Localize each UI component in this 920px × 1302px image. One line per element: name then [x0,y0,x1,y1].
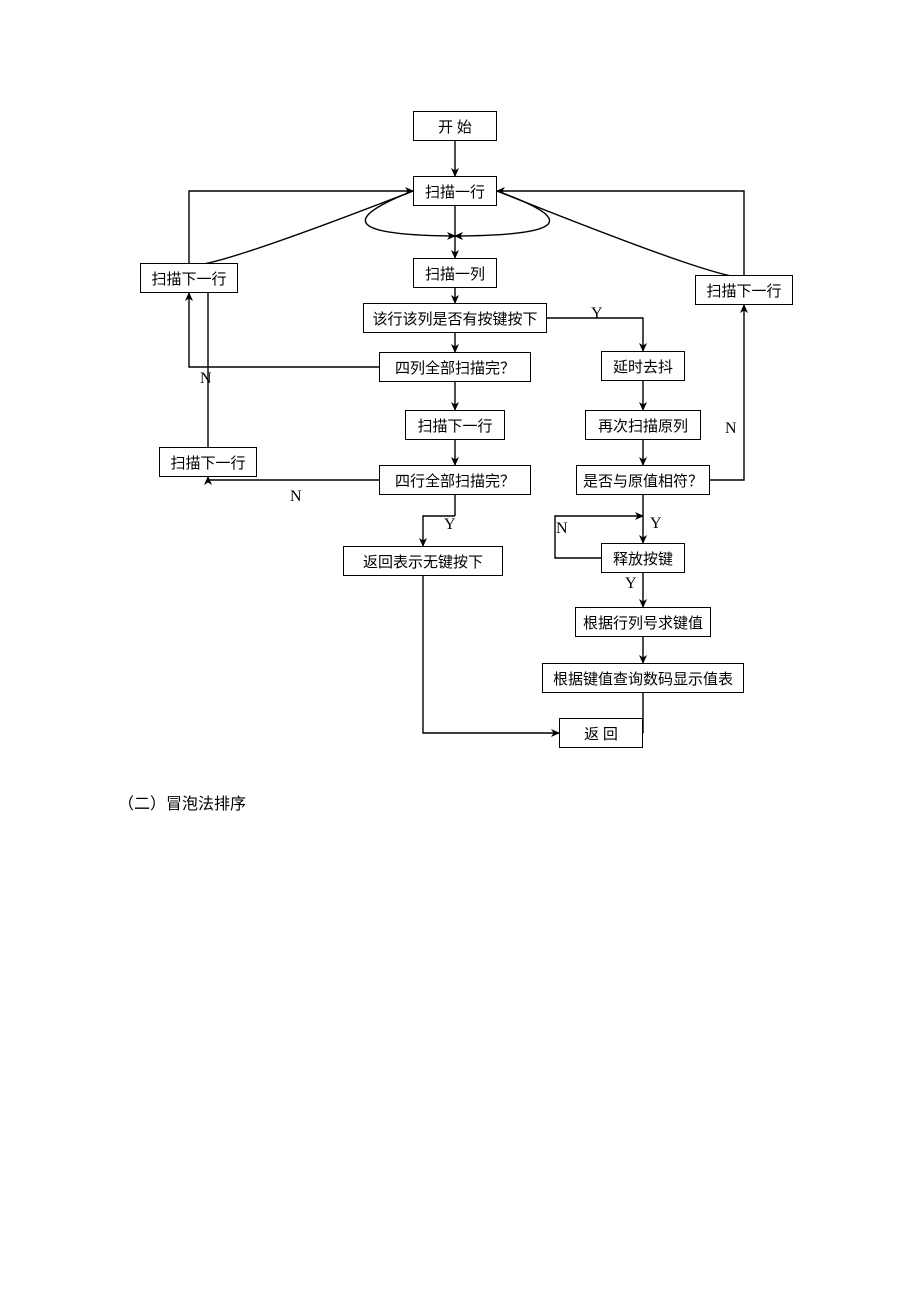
flowchart-node-start: 开 始 [413,111,497,141]
flowchart-edge [189,191,413,265]
flowchart-edge-label: N [200,370,212,388]
flowchart-edge [423,576,559,733]
flowchart-edge-label: N [556,520,568,538]
flowchart-node-scanNextL1: 扫描下一行 [140,263,238,293]
flowchart-node-calcKey: 根据行列号求键值 [575,607,711,637]
flowchart-edge-label: N [290,488,302,506]
flowchart-edge [208,278,238,447]
flowchart-edge-label: Y [591,305,603,323]
flowchart-edge-label: Y [650,515,662,533]
page-canvas: （二）冒泡法排序 开 始扫描一行扫描一列扫描下一行扫描下一行该行该列是否有按键按… [0,0,920,1302]
flowchart-edge-label: N [725,420,737,438]
flowchart-edge [208,477,379,480]
flowchart-node-debounce: 延时去抖 [601,351,685,381]
flowchart-node-scanNextR: 扫描下一行 [695,275,793,305]
flowchart-edge-label: Y [625,575,637,593]
flowchart-node-scanRow: 扫描一行 [413,176,497,206]
flowchart-edge [189,191,413,263]
flowchart-edge [497,191,744,277]
flowchart-node-rowDone: 四行全部扫描完？ [379,465,531,495]
flowchart-node-scanNextRow2: 扫描下一行 [405,410,505,440]
flowchart-node-match: 是否与原值相符？ [576,465,710,495]
flowchart-node-release: 释放按键 [601,543,685,573]
flowchart-node-lookup: 根据键值查询数码显示值表 [542,663,744,693]
flowchart-node-scanCol: 扫描一列 [413,258,497,288]
flowchart-edge-label: Y [444,516,456,534]
flowchart-node-rescan: 再次扫描原列 [585,410,701,440]
flowchart-edge [497,191,744,275]
flowchart-edge [710,305,744,480]
flowchart-node-scanNextL2: 扫描下一行 [159,447,257,477]
flowchart-node-noKey: 返回表示无键按下 [343,546,503,576]
flowchart-edge [189,293,379,367]
flowchart-node-keyPressed: 该行该列是否有按键按下 [363,303,547,333]
section-caption: （二）冒泡法排序 [118,790,246,814]
flowchart-node-colDone: 四列全部扫描完？ [379,352,531,382]
flowchart-node-return: 返 回 [559,718,643,748]
